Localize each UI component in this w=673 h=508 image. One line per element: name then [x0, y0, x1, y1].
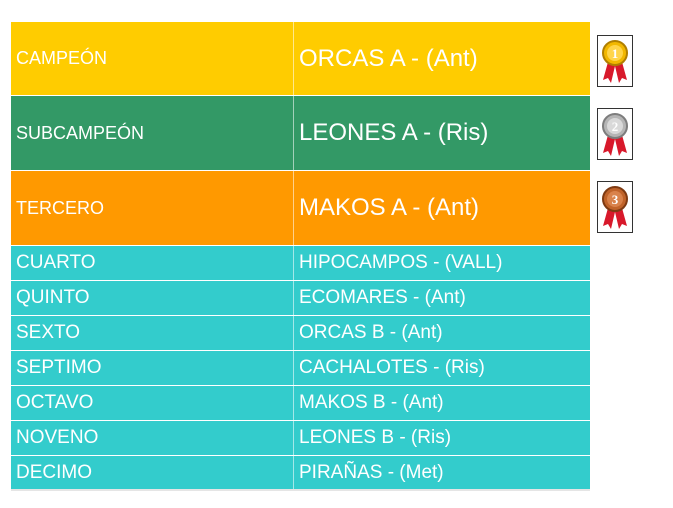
standings-row-4: CUARTO HIPOCAMPOS - (VALL): [11, 246, 590, 281]
position-label: SUBCAMPEÓN: [11, 96, 294, 170]
position-label: SEPTIMO: [11, 351, 294, 385]
standings-row-8: OCTAVO MAKOS B - (Ant): [11, 386, 590, 421]
svg-text:3: 3: [612, 192, 619, 207]
standings-row-7: SEPTIMO CACHALOTES - (Ris): [11, 351, 590, 386]
position-label: NOVENO: [11, 421, 294, 455]
team-name: LEONES A - (Ris): [299, 119, 489, 146]
team-name: ORCAS A - (Ant): [299, 44, 478, 72]
position-label: CUARTO: [11, 246, 294, 280]
team-name: LEONES B - (Ris): [299, 427, 452, 448]
svg-text:2: 2: [612, 119, 619, 134]
team-name: ECOMARES - (Ant): [299, 287, 466, 308]
team-name: CACHALOTES - (Ris): [299, 357, 485, 378]
standings-row-9: NOVENO LEONES B - (Ris): [11, 421, 590, 456]
position-label: CAMPEÓN: [11, 22, 294, 95]
team-name: MAKOS A - (Ant): [299, 194, 480, 221]
gold-medal-icon: 1: [597, 35, 633, 87]
position-label: SEXTO: [11, 316, 294, 350]
team-name: MAKOS B - (Ant): [299, 392, 444, 413]
standings-row-2: SUBCAMPEÓN LEONES A - (Ris): [11, 96, 590, 171]
position-label: OCTAVO: [11, 386, 294, 420]
position-label: QUINTO: [11, 281, 294, 315]
team-name: HIPOCAMPOS - (VALL): [299, 252, 503, 273]
standings-row-10: DECIMO PIRAÑAS - (Met): [11, 456, 590, 491]
standings-row-6: SEXTO ORCAS B - (Ant): [11, 316, 590, 351]
standings-row-3: TERCERO MAKOS A - (Ant): [11, 171, 590, 246]
bronze-medal-icon: 3: [597, 181, 633, 233]
standings-row-1: CAMPEÓN ORCAS A - (Ant): [11, 22, 590, 96]
team-name: PIRAÑAS - (Met): [299, 461, 444, 483]
position-label: TERCERO: [11, 171, 294, 245]
svg-text:1: 1: [612, 46, 619, 61]
standings-row-5: QUINTO ECOMARES - (Ant): [11, 281, 590, 316]
team-name: ORCAS B - (Ant): [299, 322, 443, 343]
silver-medal-icon: 2: [597, 108, 633, 160]
position-label: DECIMO: [11, 456, 294, 489]
standings-table: CAMPEÓN ORCAS A - (Ant) SUBCAMPEÓN LEONE…: [11, 22, 590, 491]
